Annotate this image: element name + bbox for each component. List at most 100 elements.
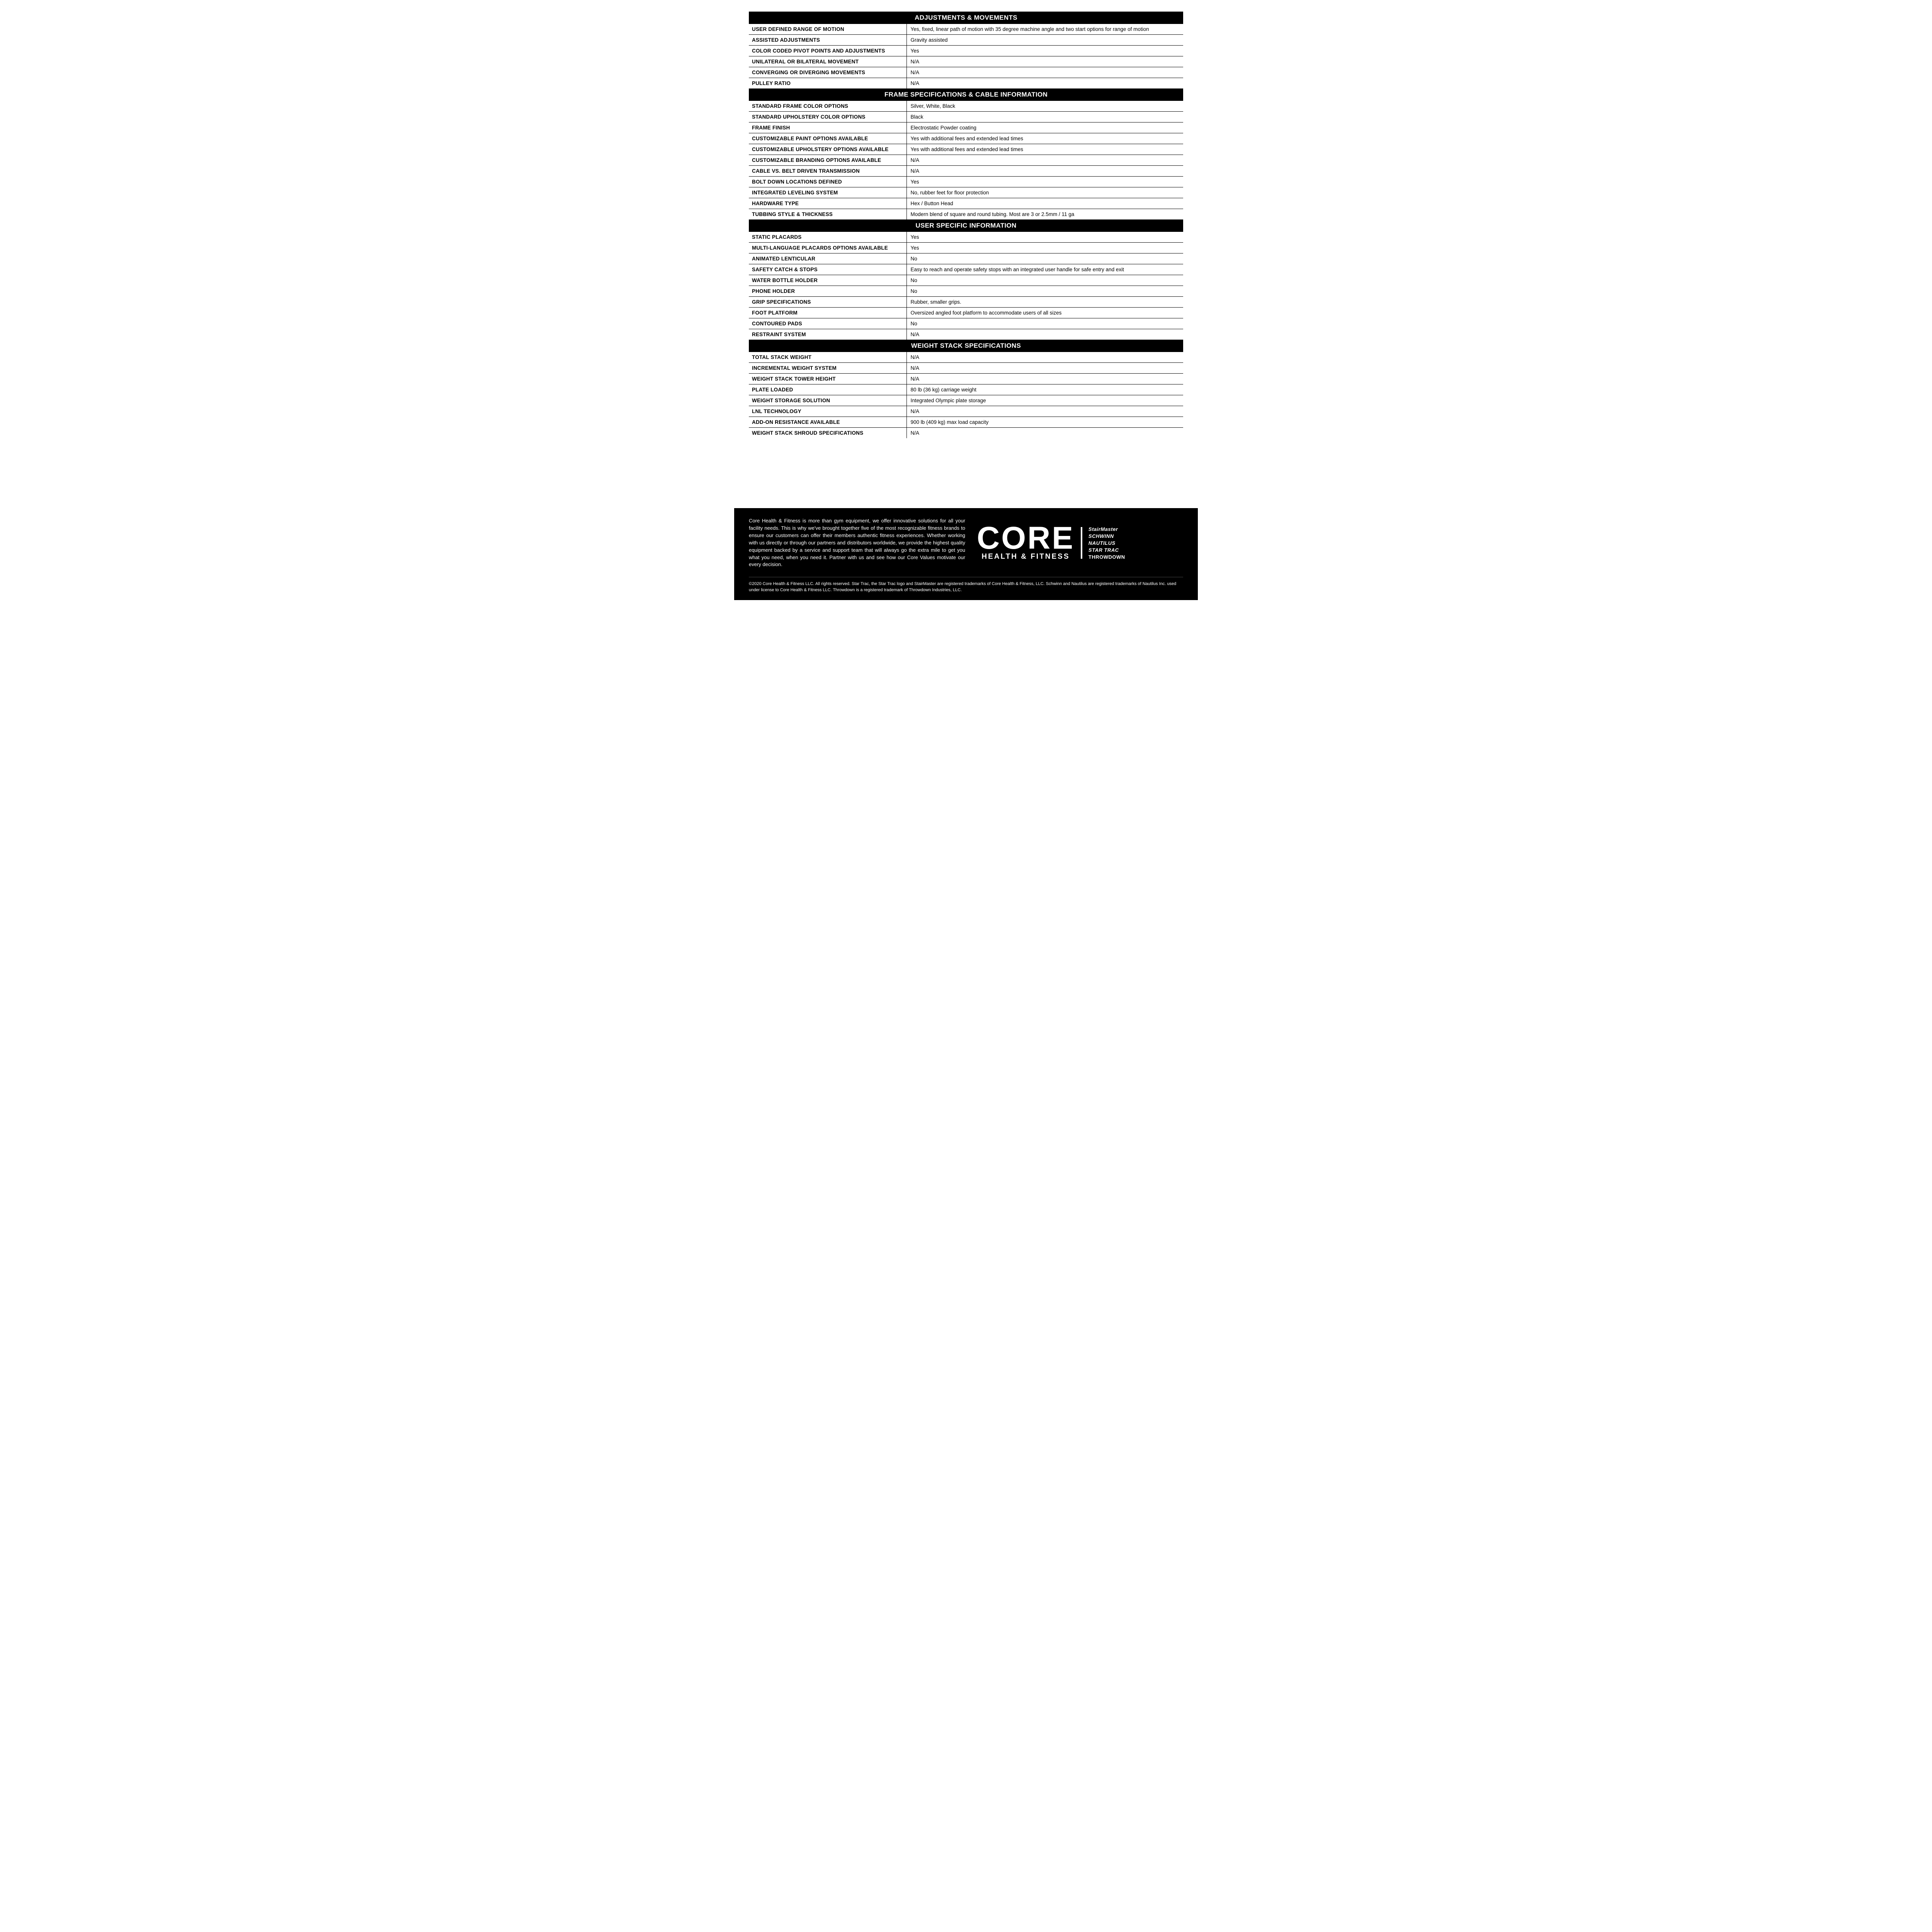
core-logo: CORE HEALTH & FITNESS — [977, 525, 1075, 561]
spec-label: ADD-ON RESISTANCE AVAILABLE — [749, 417, 906, 428]
table-row: BOLT DOWN LOCATIONS DEFINEDYes — [749, 177, 1183, 187]
table-row: GRIP SPECIFICATIONSRubber, smaller grips… — [749, 297, 1183, 308]
spec-value: No — [906, 318, 1183, 329]
table-row: UNILATERAL OR BILATERAL MOVEMENTN/A — [749, 56, 1183, 67]
table-row: USER DEFINED RANGE OF MOTIONYes, fixed, … — [749, 24, 1183, 35]
spec-value: No — [906, 286, 1183, 297]
spec-label: SAFETY CATCH & STOPS — [749, 264, 906, 275]
table-row: WEIGHT STACK SHROUD SPECIFICATIONSN/A — [749, 428, 1183, 439]
table-row: FRAME FINISHElectrostatic Powder coating — [749, 122, 1183, 133]
core-logo-sub: HEALTH & FITNESS — [977, 553, 1075, 561]
section-header: ADJUSTMENTS & MOVEMENTS — [749, 12, 1183, 24]
spec-value: No, rubber feet for floor protection — [906, 187, 1183, 198]
spec-value: N/A — [906, 155, 1183, 166]
table-row: STANDARD FRAME COLOR OPTIONSSilver, Whit… — [749, 101, 1183, 112]
spec-value: Yes with additional fees and extended le… — [906, 144, 1183, 155]
spec-label: UNILATERAL OR BILATERAL MOVEMENT — [749, 56, 906, 67]
table-row: INCREMENTAL WEIGHT SYSTEMN/A — [749, 363, 1183, 374]
spec-value: N/A — [906, 352, 1183, 363]
table-row: HARDWARE TYPEHex / Button Head — [749, 198, 1183, 209]
spec-value: Silver, White, Black — [906, 101, 1183, 112]
table-row: LNL TECHNOLOGYN/A — [749, 406, 1183, 417]
table-row: TOTAL STACK WEIGHTN/A — [749, 352, 1183, 363]
table-row: COLOR CODED PIVOT POINTS AND ADJUSTMENTS… — [749, 46, 1183, 56]
spec-value: Electrostatic Powder coating — [906, 122, 1183, 133]
footer: Core Health & Fitness is more than gym e… — [734, 508, 1198, 600]
spec-label: LNL TECHNOLOGY — [749, 406, 906, 417]
spec-label: STATIC PLACARDS — [749, 232, 906, 243]
spec-label: TOTAL STACK WEIGHT — [749, 352, 906, 363]
spec-label: PULLEY RATIO — [749, 78, 906, 89]
spec-label: BOLT DOWN LOCATIONS DEFINED — [749, 177, 906, 187]
spec-value: Oversized angled foot platform to accomm… — [906, 308, 1183, 318]
spec-label: WEIGHT STACK SHROUD SPECIFICATIONS — [749, 428, 906, 439]
table-row: CONTOURED PADSNo — [749, 318, 1183, 329]
table-row: PLATE LOADED80 lb (36 kg) carriage weigh… — [749, 384, 1183, 395]
table-row: MULTI-LANGUAGE PLACARDS OPTIONS AVAILABL… — [749, 243, 1183, 253]
table-row: WEIGHT STORAGE SOLUTIONIntegrated Olympi… — [749, 395, 1183, 406]
spec-label: STANDARD FRAME COLOR OPTIONS — [749, 101, 906, 112]
spec-label: CUSTOMIZABLE PAINT OPTIONS AVAILABLE — [749, 133, 906, 144]
spec-label: CUSTOMIZABLE UPHOLSTERY OPTIONS AVAILABL… — [749, 144, 906, 155]
spec-value: Yes — [906, 232, 1183, 243]
spec-label: INCREMENTAL WEIGHT SYSTEM — [749, 363, 906, 374]
spec-value: N/A — [906, 56, 1183, 67]
spec-value: N/A — [906, 329, 1183, 340]
spec-label: CONTOURED PADS — [749, 318, 906, 329]
footer-logo-wrap: CORE HEALTH & FITNESS StairMasterSCHWINN… — [977, 525, 1125, 561]
table-row: PULLEY RATION/A — [749, 78, 1183, 89]
spec-value: Hex / Button Head — [906, 198, 1183, 209]
brand-label: STAR TRAC — [1088, 547, 1125, 553]
spec-value: Gravity assisted — [906, 35, 1183, 46]
spec-label: COLOR CODED PIVOT POINTS AND ADJUSTMENTS — [749, 46, 906, 56]
table-row: FOOT PLATFORMOversized angled foot platf… — [749, 308, 1183, 318]
spec-label: CABLE VS. BELT DRIVEN TRANSMISSION — [749, 166, 906, 177]
section-header: WEIGHT STACK SPECIFICATIONS — [749, 340, 1183, 352]
spec-value: N/A — [906, 78, 1183, 89]
core-logo-word: CORE — [977, 525, 1075, 552]
spec-label: TUBBING STYLE & THICKNESS — [749, 209, 906, 220]
spec-value: N/A — [906, 428, 1183, 439]
table-row: CUSTOMIZABLE UPHOLSTERY OPTIONS AVAILABL… — [749, 144, 1183, 155]
spec-label: PLATE LOADED — [749, 384, 906, 395]
table-row: PHONE HOLDERNo — [749, 286, 1183, 297]
spec-value: Black — [906, 112, 1183, 122]
spec-label: STANDARD UPHOLSTERY COLOR OPTIONS — [749, 112, 906, 122]
spec-label: WEIGHT STORAGE SOLUTION — [749, 395, 906, 406]
spec-value: 900 lb (409 kg) max load capacity — [906, 417, 1183, 428]
spec-label: USER DEFINED RANGE OF MOTION — [749, 24, 906, 35]
table-row: INTEGRATED LEVELING SYSTEMNo, rubber fee… — [749, 187, 1183, 198]
table-row: RESTRAINT SYSTEMN/A — [749, 329, 1183, 340]
brand-label: StairMaster — [1088, 526, 1125, 532]
spec-value: Yes with additional fees and extended le… — [906, 133, 1183, 144]
spec-value: Integrated Olympic plate storage — [906, 395, 1183, 406]
footer-divider — [1081, 527, 1082, 559]
spec-label: FOOT PLATFORM — [749, 308, 906, 318]
spec-label: ANIMATED LENTICULAR — [749, 253, 906, 264]
table-row: SAFETY CATCH & STOPSEasy to reach and op… — [749, 264, 1183, 275]
section-header: FRAME SPECIFICATIONS & CABLE INFORMATION — [749, 88, 1183, 101]
spec-value: N/A — [906, 363, 1183, 374]
table-row: CONVERGING OR DIVERGING MOVEMENTSN/A — [749, 67, 1183, 78]
table-row: WATER BOTTLE HOLDERNo — [749, 275, 1183, 286]
table-row: CABLE VS. BELT DRIVEN TRANSMISSIONN/A — [749, 166, 1183, 177]
spec-value: Yes, fixed, linear path of motion with 3… — [906, 24, 1183, 35]
spec-label: ASSISTED ADJUSTMENTS — [749, 35, 906, 46]
table-row: ANIMATED LENTICULARNo — [749, 253, 1183, 264]
spec-label: FRAME FINISH — [749, 122, 906, 133]
spec-value: N/A — [906, 374, 1183, 384]
spec-table: STATIC PLACARDSYesMULTI-LANGUAGE PLACARD… — [749, 232, 1183, 340]
table-row: STATIC PLACARDSYes — [749, 232, 1183, 243]
spec-label: WATER BOTTLE HOLDER — [749, 275, 906, 286]
spec-table: USER DEFINED RANGE OF MOTIONYes, fixed, … — [749, 24, 1183, 88]
spec-value: No — [906, 253, 1183, 264]
spec-value: N/A — [906, 67, 1183, 78]
table-row: CUSTOMIZABLE BRANDING OPTIONS AVAILABLEN… — [749, 155, 1183, 166]
footer-top: Core Health & Fitness is more than gym e… — [749, 517, 1183, 568]
spec-label: MULTI-LANGUAGE PLACARDS OPTIONS AVAILABL… — [749, 243, 906, 253]
table-row: ADD-ON RESISTANCE AVAILABLE900 lb (409 k… — [749, 417, 1183, 428]
spec-value: No — [906, 275, 1183, 286]
brand-label: SCHWINN — [1088, 533, 1125, 539]
brand-label: NAUTILUS — [1088, 540, 1125, 546]
spec-value: Yes — [906, 46, 1183, 56]
